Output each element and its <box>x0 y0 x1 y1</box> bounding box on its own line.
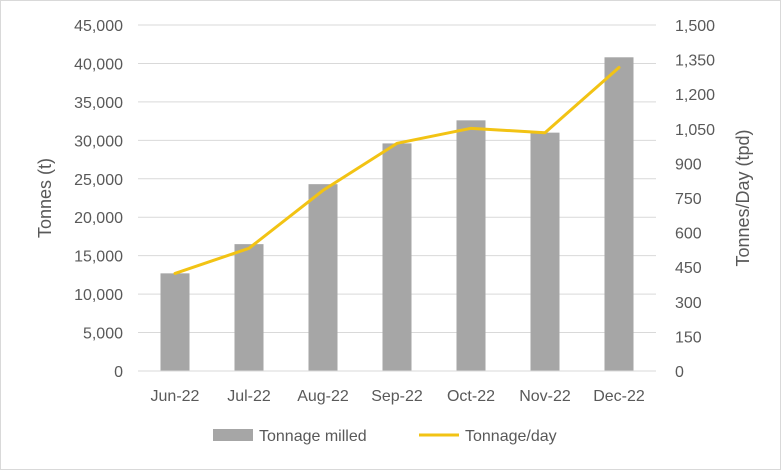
left-axis-ticks: 0 5,000 10,000 15,000 20,000 25,000 30,000 35,0… <box>74 18 123 381</box>
left-tick-label: 20,000 <box>74 210 123 227</box>
right-tick-label: 1,050 <box>675 122 715 139</box>
bar-tonnage-milled <box>309 184 338 371</box>
right-axis-title: Tonnes/Day (tpd) <box>733 129 753 266</box>
right-tick-label: 1,500 <box>675 18 715 35</box>
legend-swatch-tonnage-milled <box>213 429 253 441</box>
right-tick-label: 750 <box>675 191 702 208</box>
x-axis-ticks: Jun-22 Jul-22 Aug-22 Sep-22 Oct-22 Nov-22 Dec-… <box>138 371 656 405</box>
bar-tonnage-milled <box>235 244 264 371</box>
bar-tonnage-milled <box>383 143 412 371</box>
right-tick-label: 0 <box>675 364 684 381</box>
legend-label-tonnage-milled: Tonnage milled <box>259 428 367 445</box>
x-tick-label: Oct-22 <box>447 388 495 405</box>
legend-label-tonnage-per-day: Tonnage/day <box>465 428 557 445</box>
left-tick-label: 30,000 <box>74 133 123 150</box>
bar-tonnage-milled <box>161 273 190 371</box>
x-tick-label: Jul-22 <box>227 388 271 405</box>
right-tick-label: 900 <box>675 156 702 173</box>
left-tick-label: 40,000 <box>74 56 123 73</box>
x-tick-label: Jun-22 <box>151 388 200 405</box>
left-tick-label: 35,000 <box>74 95 123 112</box>
left-tick-label: 25,000 <box>74 172 123 189</box>
bar-tonnage-milled <box>531 133 560 371</box>
right-tick-label: 450 <box>675 260 702 277</box>
right-tick-label: 300 <box>675 295 702 312</box>
right-axis-ticks: 0 150 300 450 600 750 900 1,050 1,200 1,350 1,500 <box>675 18 715 381</box>
x-tick-label: Sep-22 <box>371 388 423 405</box>
left-tick-label: 15,000 <box>74 249 123 266</box>
x-tick-label: Dec-22 <box>593 388 645 405</box>
left-tick-label: 0 <box>114 364 123 381</box>
right-tick-label: 1,350 <box>675 53 715 70</box>
right-tick-label: 150 <box>675 329 702 346</box>
left-tick-label: 45,000 <box>74 18 123 35</box>
left-tick-label: 5,000 <box>83 326 123 343</box>
bar-tonnage-milled <box>457 120 486 371</box>
left-tick-label: 10,000 <box>74 287 123 304</box>
left-axis-title: Tonnes (t) <box>35 158 55 238</box>
bar-tonnage-milled <box>605 57 634 371</box>
legend: Tonnage milled Tonnage/day <box>213 428 557 445</box>
right-tick-label: 600 <box>675 226 702 243</box>
right-tick-label: 1,200 <box>675 87 715 104</box>
x-tick-label: Aug-22 <box>297 388 349 405</box>
x-tick-label: Nov-22 <box>519 388 571 405</box>
bar-series <box>161 57 634 371</box>
